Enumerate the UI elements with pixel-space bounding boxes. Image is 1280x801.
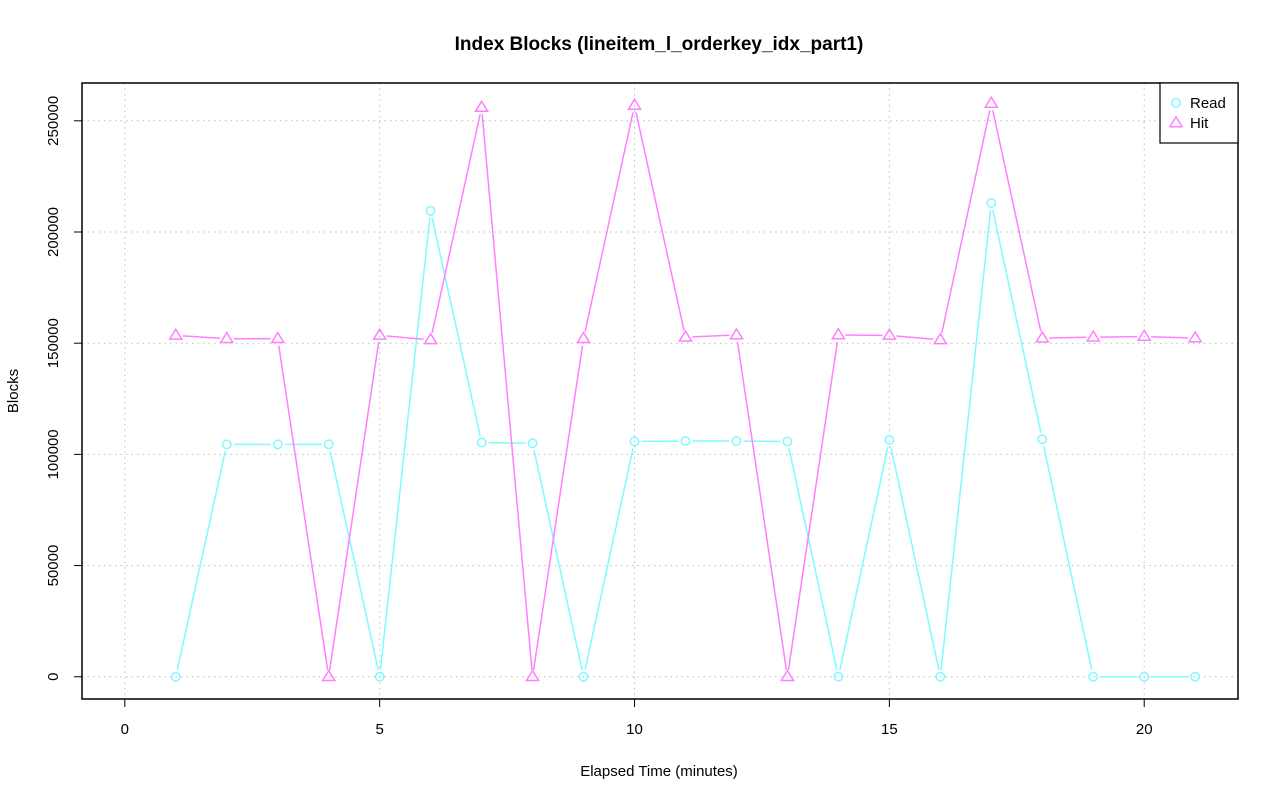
read-data-point: [1139, 671, 1150, 682]
read-data-point: [731, 436, 742, 446]
read-data-point: [986, 198, 997, 209]
y-tick-label: 150000: [45, 318, 62, 368]
y-axis: 0 50000 100000 150000 200000 250000: [45, 96, 82, 681]
hit-data-point: [270, 331, 286, 344]
hit-data-point: [1034, 330, 1050, 343]
y-tick-label: 50000: [45, 545, 62, 587]
read-data-point: [680, 436, 691, 446]
hit-line-segment: [941, 110, 991, 334]
read-line-segment: [431, 217, 481, 436]
hit-data-point: [423, 332, 439, 345]
hit-data-point: [525, 669, 540, 682]
read-legend-marker: [1171, 98, 1181, 108]
hit-line-segment: [635, 112, 685, 331]
read-line-segment: [788, 448, 838, 671]
hit-data-point: [780, 669, 795, 682]
read-line-segment: [533, 449, 583, 671]
x-tick-label: 20: [1136, 721, 1153, 738]
read-data-point: [527, 438, 538, 449]
hit-line-segment: [584, 112, 634, 333]
read-data-point: [323, 439, 334, 450]
x-axis: 0 5 10 15 20: [121, 699, 1153, 738]
y-tick-label: 100000: [45, 429, 62, 479]
x-tick-label: 0: [121, 721, 129, 738]
read-data-point: [1037, 434, 1048, 445]
x-tick-label: 15: [881, 721, 898, 738]
y-tick-label: 0: [45, 673, 62, 681]
hit-line-segment: [1151, 335, 1189, 339]
x-tick-label: 10: [626, 721, 643, 738]
hit-line-segment: [278, 345, 329, 670]
y-tick-label: 200000: [45, 207, 62, 257]
hit-data-point: [372, 327, 388, 340]
hit-line-segment: [692, 334, 730, 338]
read-data-point: [935, 671, 946, 682]
read-data-point: [782, 436, 793, 447]
hit-data-point: [983, 95, 999, 108]
hit-data-point: [831, 327, 846, 340]
read-line-segment: [584, 448, 634, 671]
hit-data-point: [168, 327, 184, 340]
chart-title: Index Blocks (lineitem_l_orderkey_idx_pa…: [455, 34, 864, 55]
hit-line-segment: [1049, 336, 1087, 339]
y-tick-label: 250000: [45, 96, 62, 146]
read-data-point: [170, 671, 181, 682]
read-data-point: [425, 205, 436, 216]
hit-data-point: [474, 99, 489, 112]
hit-legend-marker: [1168, 115, 1184, 128]
hit-line-segment: [182, 335, 220, 340]
plot-frame: [81, 82, 1239, 700]
hit-data-point: [219, 331, 235, 344]
hit-data-point: [932, 332, 948, 345]
hit-data-point: [627, 97, 642, 110]
read-data-point: [221, 439, 232, 450]
legend-box: [1159, 82, 1239, 144]
y-axis-label: Blocks: [5, 369, 22, 413]
hit-data-point: [321, 669, 337, 682]
x-axis-label: Elapsed Time (minutes): [580, 763, 738, 780]
hit-line-segment: [386, 335, 424, 340]
read-line-segment: [839, 446, 889, 671]
read-line-segment: [992, 209, 1042, 433]
legend-label-hit: Hit: [1190, 115, 1209, 132]
hit-line-segment: [992, 110, 1042, 332]
read-data-point: [374, 671, 385, 682]
hit-data-point: [1136, 328, 1152, 342]
hit-line-segment: [481, 114, 533, 670]
series-layer: [168, 95, 1203, 682]
hit-line-segment: [736, 341, 788, 670]
hit-line-segment: [896, 335, 934, 340]
read-data-point: [1088, 671, 1099, 682]
read-data-point: [629, 436, 640, 447]
hit-line-segment: [532, 345, 584, 670]
read-line-segment: [1043, 445, 1093, 671]
legend-label-read: Read: [1190, 95, 1226, 112]
read-line-segment: [379, 217, 431, 670]
hit-data-point: [1085, 329, 1101, 342]
read-line-segment: [890, 446, 940, 671]
read-line-segment: [176, 451, 226, 671]
read-data-point: [272, 439, 283, 450]
hit-line-segment: [787, 341, 839, 670]
hit-data-point: [729, 327, 744, 340]
hit-data-point: [1187, 330, 1203, 343]
hit-line-segment: [328, 342, 380, 670]
series-read: [170, 198, 1201, 682]
hit-data-point: [881, 327, 897, 340]
hit-data-point: [576, 331, 591, 344]
read-data-point: [578, 671, 589, 682]
read-data-point: [884, 434, 895, 445]
read-data-point: [476, 437, 487, 448]
hit-line-segment: [431, 114, 481, 334]
read-data-point: [833, 671, 844, 682]
read-data-point: [1190, 671, 1201, 682]
hit-data-point: [678, 329, 693, 342]
read-line-segment: [329, 451, 379, 671]
x-tick-label: 5: [375, 721, 383, 738]
legend: Read Hit: [1159, 82, 1239, 144]
series-hit: [168, 95, 1203, 682]
read-line-segment: [940, 209, 992, 670]
